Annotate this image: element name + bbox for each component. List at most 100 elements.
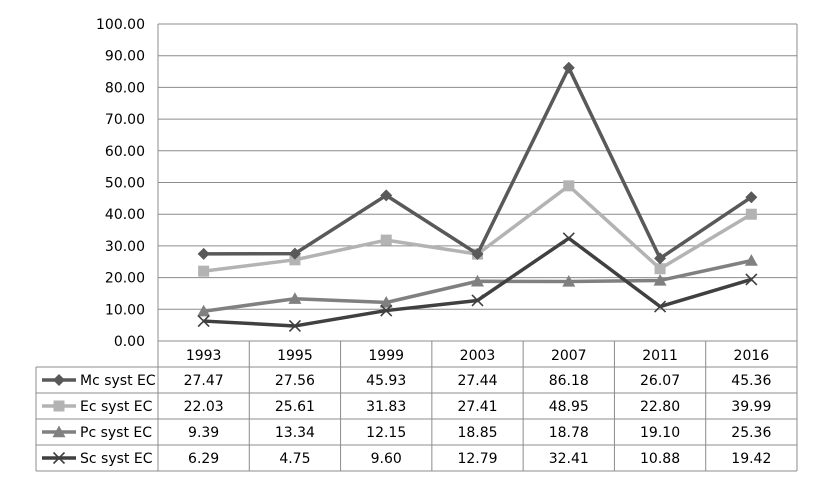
table-cell-value: 27.47 — [184, 373, 224, 389]
data-point — [471, 248, 484, 261]
y-tick-label: 30.00 — [105, 239, 145, 255]
table-cell-value: 22.03 — [184, 399, 224, 415]
legend-key-marker — [52, 451, 66, 465]
series-line — [203, 66, 753, 261]
x-marker-stroke — [288, 319, 301, 333]
table-cell-value: 27.44 — [457, 373, 497, 389]
data-point — [289, 254, 301, 266]
table-cell-value: 22.80 — [640, 399, 680, 415]
table-cell-value: 26.07 — [640, 373, 680, 389]
table-cell-value: 31.83 — [366, 399, 406, 415]
data-point — [562, 232, 575, 245]
series-name-label: Pc syst EC — [80, 425, 152, 441]
data-point — [653, 273, 667, 286]
table-cell-value: 27.56 — [275, 373, 315, 389]
table-cell-value: 39.99 — [731, 399, 771, 415]
table-cell-value: 27.41 — [457, 399, 497, 415]
data-table: 1993 1995 1999 2003 2007 2011 2016 Mc syst EC 27… — [35, 340, 798, 472]
legend-key-marker — [52, 425, 66, 438]
data-point — [745, 273, 758, 286]
table-cell-value: 25.36 — [731, 425, 771, 441]
table-cell-value: 4.75 — [279, 451, 310, 467]
table-cell-value: 10.88 — [640, 451, 680, 467]
data-point — [197, 314, 210, 328]
data-point — [562, 274, 576, 287]
series-name-label: Mc syst EC — [80, 373, 156, 389]
series-triangle — [197, 254, 758, 317]
table-cell-value: 18.78 — [549, 425, 589, 441]
data-point — [380, 304, 393, 317]
table-cell-value: 12.15 — [366, 425, 406, 441]
x-marker-stroke — [380, 304, 393, 317]
data-point — [198, 265, 210, 277]
x-tick-label: 2007 — [551, 348, 587, 364]
x-tick-label: 2016 — [734, 348, 770, 364]
table-cell-value: 12.79 — [457, 451, 497, 467]
legend-key-marker — [53, 374, 65, 386]
x-marker-stroke — [471, 294, 484, 307]
table-cell-value: 19.42 — [731, 451, 771, 467]
x-marker-stroke — [562, 232, 575, 245]
series-x — [197, 232, 758, 333]
data-point — [471, 294, 484, 307]
x-tick-label: 2003 — [460, 348, 496, 364]
table-cell-value: 32.41 — [549, 451, 589, 467]
y-tick-label: 90.00 — [105, 49, 145, 65]
table-cell-value: 45.93 — [366, 373, 406, 389]
table-cell-value: 13.34 — [275, 425, 315, 441]
legend-key-x — [42, 451, 76, 465]
series-square — [198, 180, 757, 277]
legend-key-marker — [53, 400, 65, 412]
table-cell-value: 19.10 — [640, 425, 680, 441]
data-point — [380, 189, 393, 202]
data-point — [380, 234, 392, 246]
data-point — [471, 274, 484, 287]
data-point — [288, 319, 301, 333]
y-tick-label: 50.00 — [105, 176, 145, 192]
y-tick-label: 40.00 — [105, 207, 145, 223]
data-point — [288, 247, 301, 260]
y-tick-label: 20.00 — [105, 271, 145, 287]
y-tick-label: 0.00 — [114, 334, 145, 350]
x-marker-stroke — [52, 451, 66, 465]
data-point — [654, 300, 667, 313]
y-tick-label: 10.00 — [105, 302, 145, 318]
data-point — [745, 208, 757, 220]
data-point — [562, 61, 575, 74]
data-point — [563, 180, 575, 192]
x-tick-label: 1993 — [186, 348, 222, 364]
table-cell-value: 6.29 — [188, 451, 219, 467]
series-diamond — [197, 61, 758, 265]
table-cell-value: 86.18 — [549, 373, 589, 389]
x-marker-stroke — [745, 273, 758, 286]
table-cell-value: 18.85 — [457, 425, 497, 441]
data-point — [379, 295, 393, 308]
data-point — [197, 304, 211, 317]
data-point — [288, 292, 302, 304]
gridlines — [158, 23, 797, 342]
x-tick-label: 1999 — [368, 348, 404, 364]
data-point — [654, 263, 666, 275]
x-tick-label: 2011 — [642, 348, 678, 364]
x-tick-label: 1995 — [277, 348, 313, 364]
data-point — [745, 191, 758, 204]
legend-key-triangle — [42, 425, 76, 438]
x-marker-stroke — [197, 314, 210, 328]
table-cell-value: 9.60 — [371, 451, 402, 467]
legend-key-square — [42, 400, 76, 412]
legend-key-diamond — [42, 374, 76, 386]
y-tick-label: 60.00 — [105, 144, 145, 160]
y-axis-tick-labels: 0.00 10.00 20.00 30.00 40.00 50.00 60.00 70.00 8… — [96, 17, 145, 350]
x-marker-stroke — [654, 300, 667, 313]
data-point — [654, 252, 667, 265]
y-tick-label: 70.00 — [105, 112, 145, 128]
y-tick-label: 100.00 — [96, 17, 145, 33]
series-name-label: Ec syst EC — [80, 399, 153, 415]
table-cell-value: 45.36 — [731, 373, 771, 389]
table-cell-value: 48.95 — [549, 399, 589, 415]
data-point — [197, 247, 210, 260]
table-cell-value: 25.61 — [275, 399, 315, 415]
data-point — [744, 254, 758, 266]
series-name-label: Sc syst EC — [80, 451, 153, 467]
